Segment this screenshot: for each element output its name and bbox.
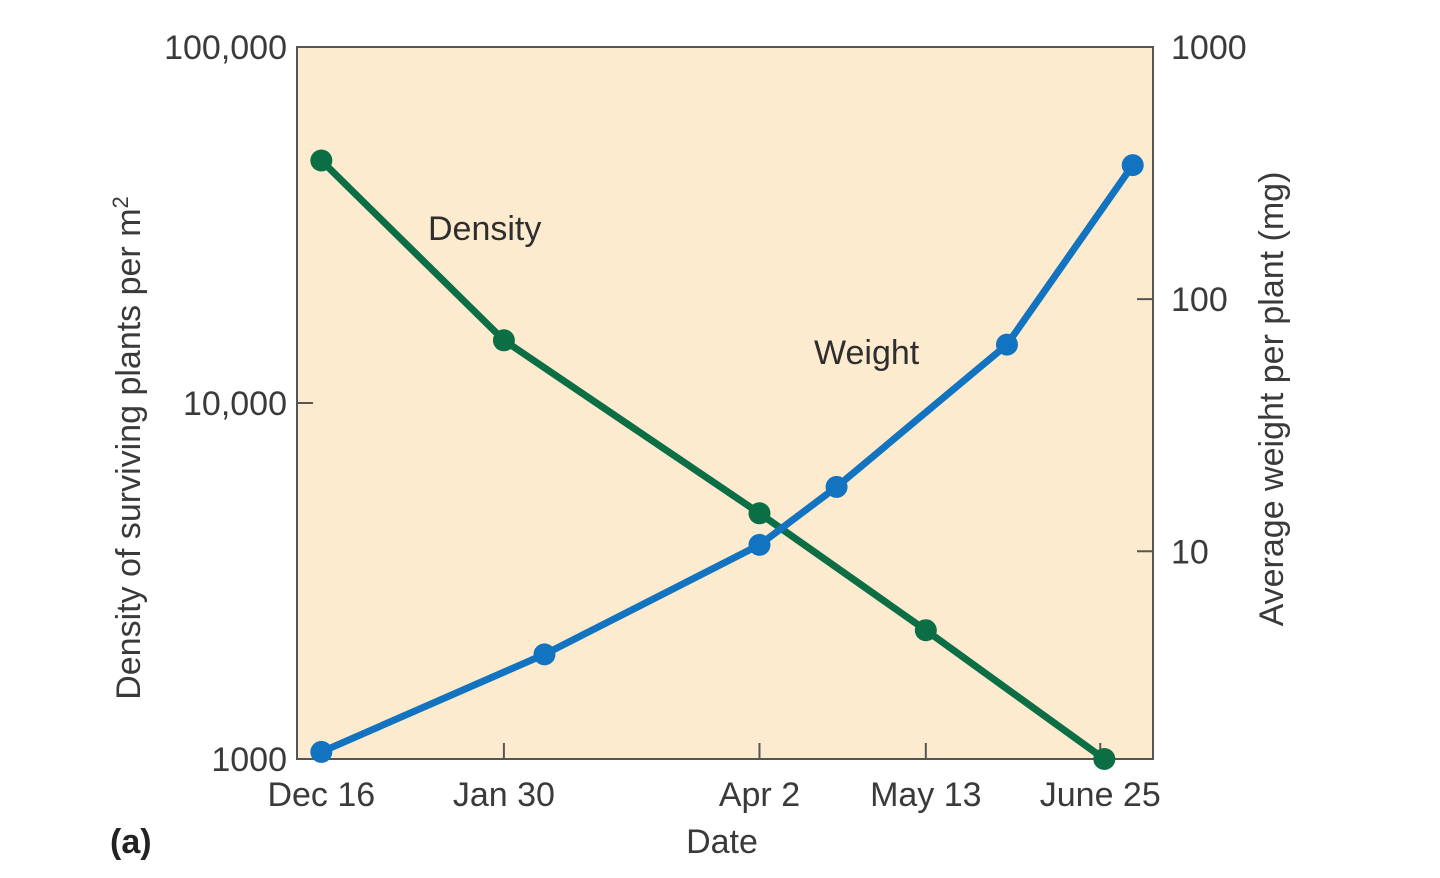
data-point-density [914, 619, 937, 642]
labels: Density Weight [428, 210, 920, 372]
x-tick-label: May 13 [870, 776, 982, 814]
data-point-density [492, 329, 515, 352]
y-axis-left-title-text: Density of surviving plants per m [110, 208, 148, 699]
x-tick-label: Jan 30 [453, 776, 555, 814]
y-right-tick-label: 10 [1171, 533, 1209, 571]
data-point-density [1093, 748, 1116, 770]
data-point-weight [533, 643, 556, 666]
x-tick-label: Dec 16 [267, 776, 375, 814]
plot-area [297, 47, 1153, 759]
series-line-weight [317, 161, 1137, 756]
y-left-tick-label: 100,000 [164, 29, 287, 67]
y-axis-right-title: Average weight per plant (mg) [1253, 172, 1291, 627]
ticks: Dec 16 Jan 30 Apr 2 May 13 June 25 1000 10,000… [164, 29, 1247, 814]
y-right-tick-label: 1000 [1171, 29, 1247, 67]
data-point-weight [1121, 154, 1144, 177]
data-point-weight [995, 333, 1018, 356]
panel-label: (a) [110, 823, 152, 861]
y-axis-left-title-superscript: 2 [108, 196, 133, 208]
y-axis-left-title: Density of surviving plants per m2 [108, 196, 148, 700]
series-layer [310, 149, 1144, 770]
data-point-density [310, 149, 333, 172]
x-axis-title: Date [686, 823, 758, 861]
data-point-weight [310, 740, 333, 763]
data-point-weight [825, 475, 848, 498]
y-left-tick-label: 1000 [211, 741, 287, 779]
series-label-weight: Weight [814, 334, 920, 372]
x-tick-label: June 25 [1040, 776, 1161, 814]
data-point-density [748, 502, 771, 525]
y-left-tick-label: 10,000 [183, 385, 287, 423]
y-right-tick-label: 100 [1171, 281, 1228, 319]
series-label-density: Density [428, 210, 541, 248]
data-point-weight [748, 533, 771, 556]
x-tick-label: Apr 2 [719, 776, 800, 814]
